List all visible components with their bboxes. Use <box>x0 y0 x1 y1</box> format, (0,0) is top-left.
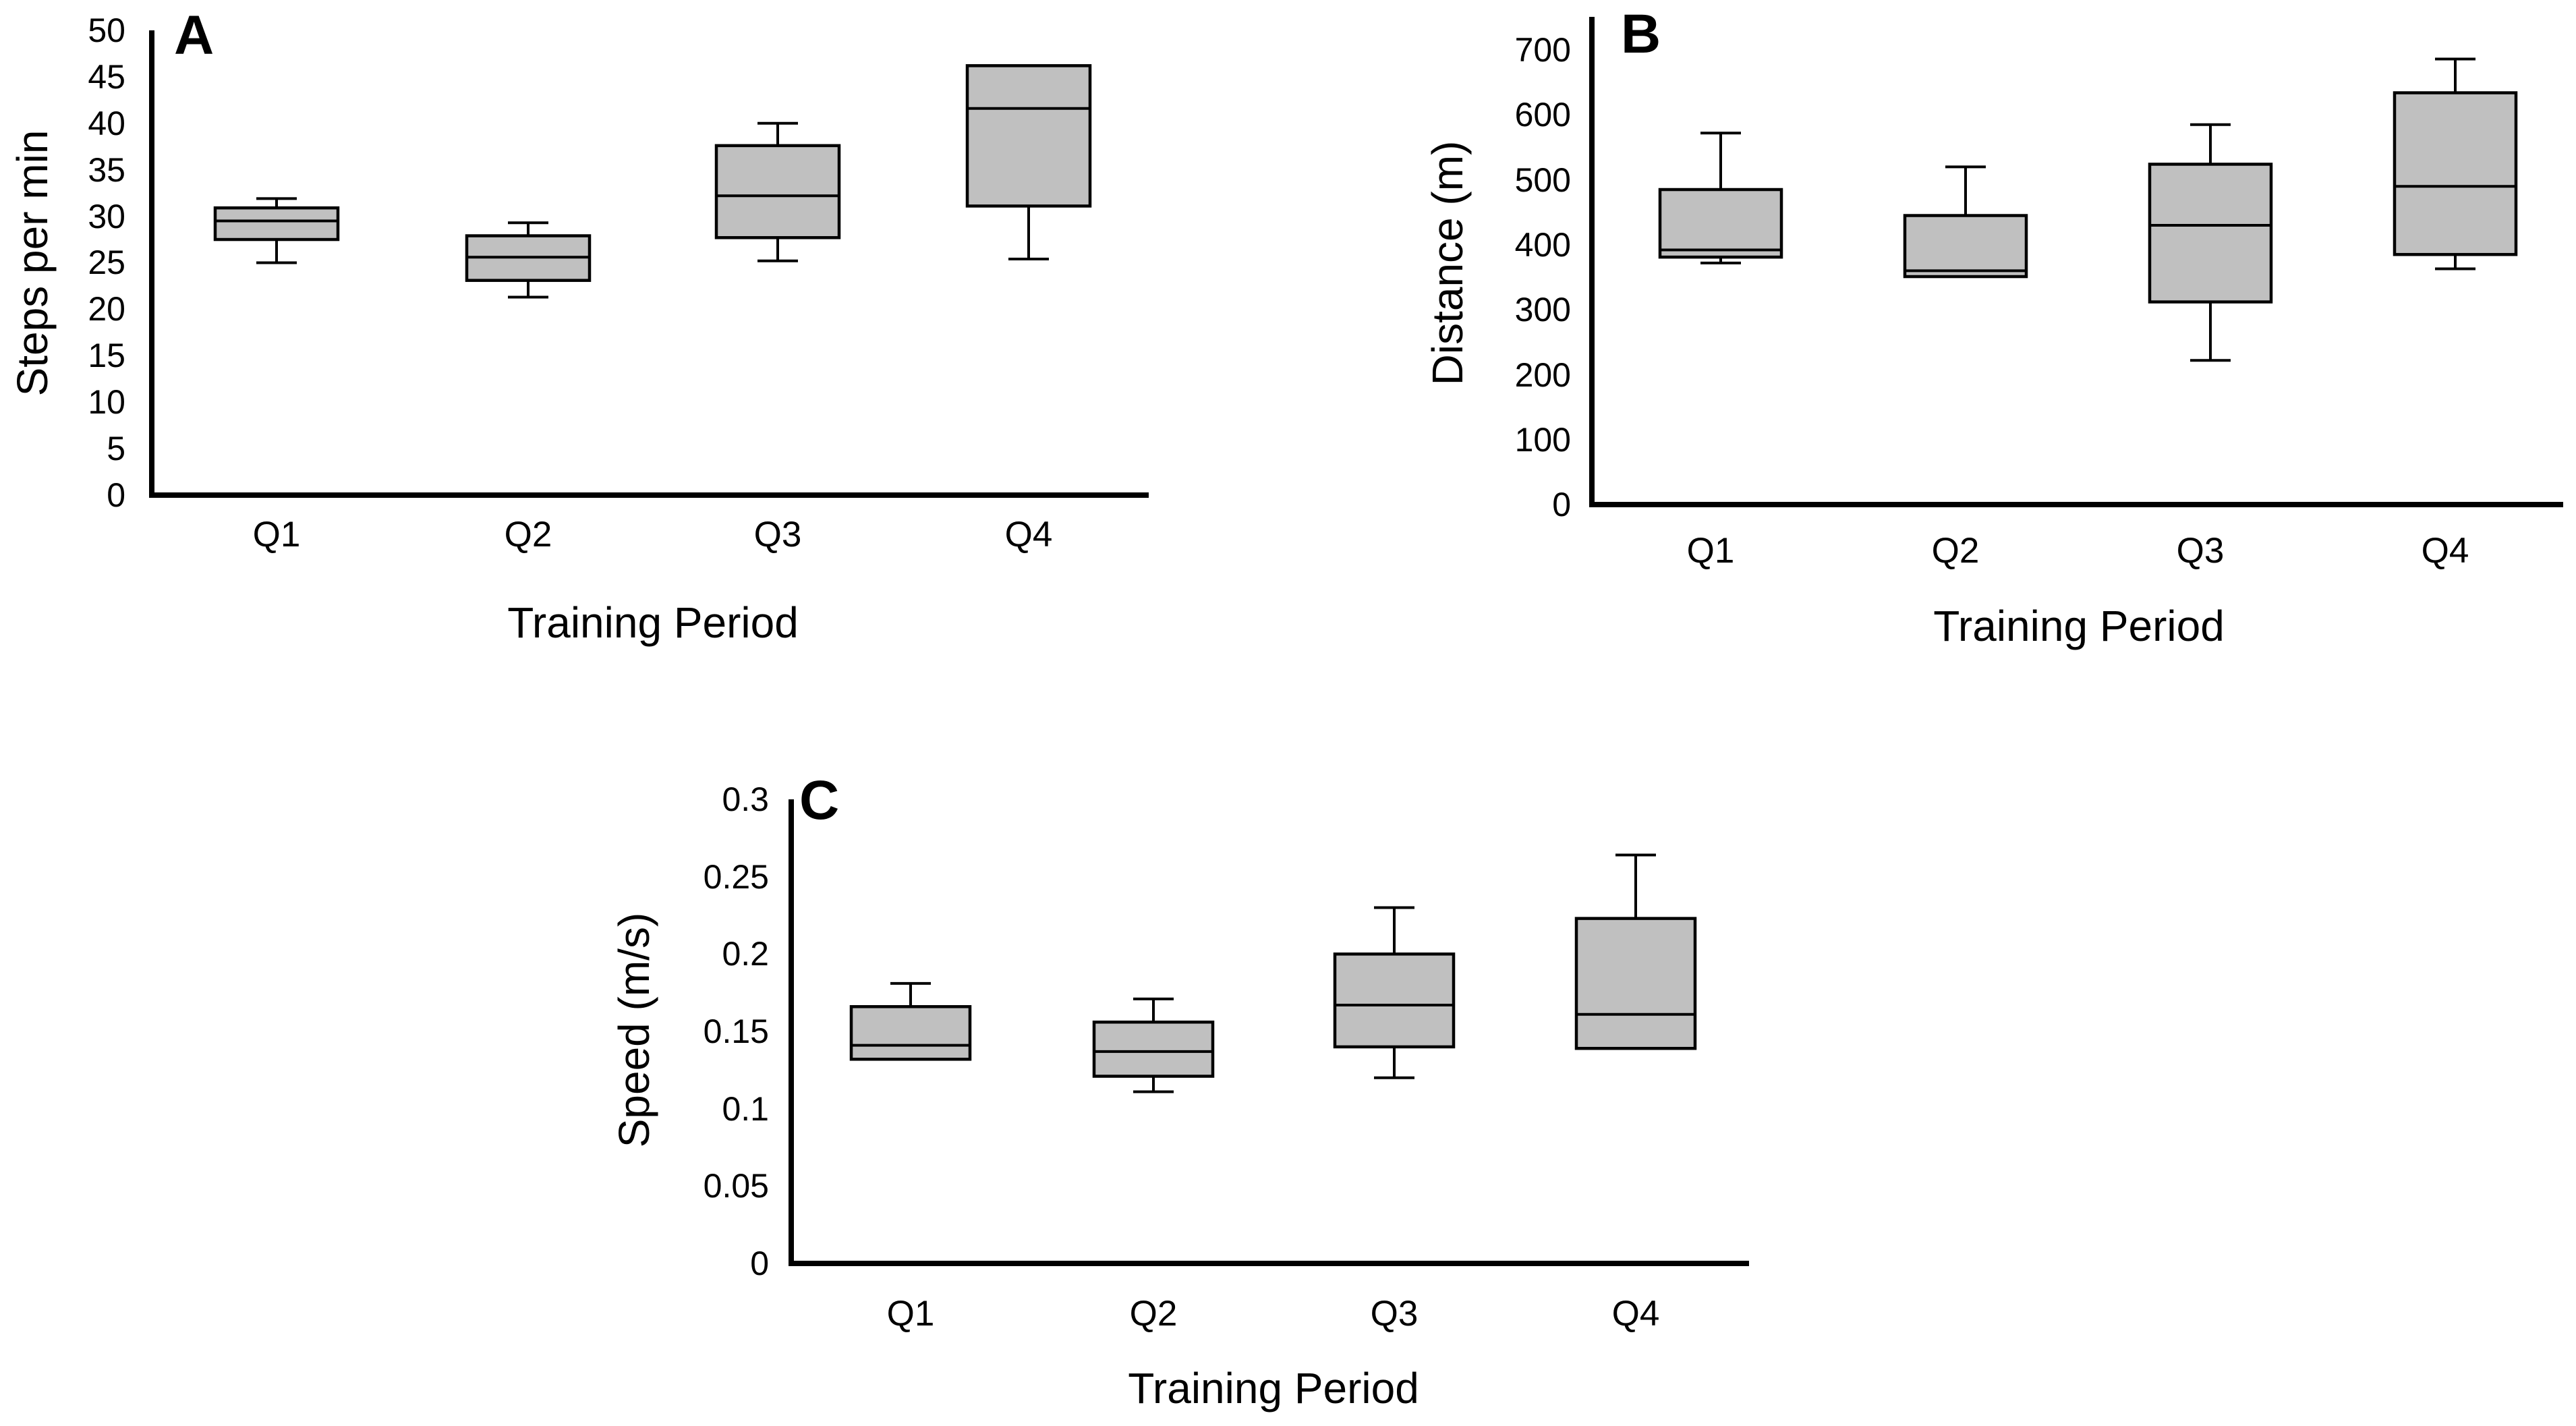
panel-a-q1-box <box>213 206 340 241</box>
panel-b-y-tick-label: 500 <box>1515 161 1571 199</box>
panel-a-label: A <box>174 5 214 66</box>
panel-b-x-tick-label: Q2 <box>1932 531 1980 571</box>
panel-b-q4-box <box>2393 91 2518 256</box>
panel-c-y-tick-label: 0.25 <box>704 858 769 896</box>
panel-c-q1-box <box>849 1005 972 1061</box>
panel-b-y-tick-label: 300 <box>1515 291 1571 329</box>
panel-c-label: C <box>799 770 839 831</box>
panel-b-x-tick-label: Q1 <box>1687 531 1735 571</box>
panel-c-y-tick-label: 0.15 <box>704 1013 769 1050</box>
panel-c-q4-box <box>1574 917 1697 1050</box>
panel-a-x-tick-label: Q2 <box>505 515 552 554</box>
panel-c-boxes <box>849 853 1697 1093</box>
panel-a-boxes <box>213 64 1092 299</box>
panel-b-x-tick-label: Q4 <box>2422 531 2469 571</box>
panel-b-y-tick-label: 600 <box>1515 96 1571 134</box>
panel-a-y-tick-label: 0 <box>107 476 125 514</box>
panel-a-y-tick-label: 5 <box>107 430 125 467</box>
panel-a-y-tick-label: 20 <box>88 290 125 328</box>
panel-c-q2-box <box>1092 1020 1215 1078</box>
panel-c-x-tick-label: Q2 <box>1130 1294 1178 1334</box>
panel-c-y-tick-label: 0.05 <box>704 1167 769 1205</box>
panel-c-x-tick-label: Q1 <box>887 1294 935 1334</box>
panel-a-y-tick-label: 45 <box>88 58 125 96</box>
panel-b-y-tick-label: 400 <box>1515 226 1571 264</box>
panel-a-y-axis-title: Steps per min <box>8 130 57 397</box>
panel-c-x-tick-label: Q4 <box>1612 1294 1660 1334</box>
panel-a-x-tick-label: Q1 <box>253 515 301 554</box>
panel-b-y-tick-label: 100 <box>1515 421 1571 459</box>
panel-a-y-ticks: 0 5 10 15 20 25 30 35 40 45 50 <box>88 11 125 514</box>
panel-b-label: B <box>1621 3 1661 65</box>
panel-a-q4-box <box>965 64 1092 208</box>
panel-c-q3-box <box>1333 952 1456 1049</box>
panel-b-q2-box <box>1903 214 2028 279</box>
panel-b-q1-box <box>1658 188 1783 259</box>
panel-b-x-axis-title: Training Period <box>1933 602 2225 650</box>
panel-a-q3-box <box>714 144 841 239</box>
panel-a-y-tick-label: 15 <box>88 337 125 374</box>
panel-c-y-tick-label: 0.1 <box>722 1090 769 1128</box>
panel-a-x-axis-title: Training Period <box>507 598 799 647</box>
panel-b-y-ticks: 0 100 200 300 400 500 600 700 <box>1515 31 1571 523</box>
panel-b-y-axis-title: Distance (m) <box>1423 141 1472 386</box>
panel-c-y-axis-title: Speed (m/s) <box>610 913 658 1148</box>
panel-a-y-tick-label: 25 <box>88 244 125 281</box>
panel-a-y-tick-label: 35 <box>88 151 125 189</box>
panel-c-x-tick-label: Q3 <box>1371 1294 1419 1334</box>
panel-a-axes <box>149 30 1149 498</box>
panel-b-boxes <box>1658 57 2518 362</box>
panel-b-x-tick-label: Q3 <box>2177 531 2225 571</box>
panel-b-axes <box>1589 17 2563 507</box>
panel-c-y-ticks: 0 0.05 0.1 0.15 0.2 0.25 0.3 <box>704 780 769 1282</box>
panel-c-y-tick-label: 0.3 <box>722 780 769 818</box>
panel-b-q3-box <box>2148 163 2273 304</box>
panel-b-y-tick-label: 0 <box>1552 486 1571 523</box>
panel-c-y-tick-label: 0 <box>750 1245 769 1282</box>
panel-a-y-tick-label: 10 <box>88 383 125 421</box>
panel-a-y-tick-label: 40 <box>88 105 125 142</box>
panel-c-y-tick-label: 0.2 <box>722 935 769 973</box>
panel-a-y-tick-label: 50 <box>88 11 125 49</box>
panel-c-axes <box>789 799 1749 1266</box>
panel-b-y-tick-label: 700 <box>1515 31 1571 69</box>
panel-a: 0 5 10 15 20 25 30 35 40 45 50 A Q1 Q2 Q… <box>8 5 1149 647</box>
panel-c-x-axis-title: Training Period <box>1128 1364 1419 1413</box>
panel-c: 0 0.05 0.1 0.15 0.2 0.25 0.3 C Q1 Q2 Q3 … <box>610 770 1749 1413</box>
panel-a-x-tick-label: Q3 <box>754 515 802 554</box>
panel-b-y-tick-label: 200 <box>1515 356 1571 394</box>
panel-a-x-tick-label: Q4 <box>1005 515 1053 554</box>
panel-b: 0 100 200 300 400 500 600 700 B Q1 Q2 Q3… <box>1423 3 2563 650</box>
panel-a-y-tick-label: 30 <box>88 198 125 235</box>
